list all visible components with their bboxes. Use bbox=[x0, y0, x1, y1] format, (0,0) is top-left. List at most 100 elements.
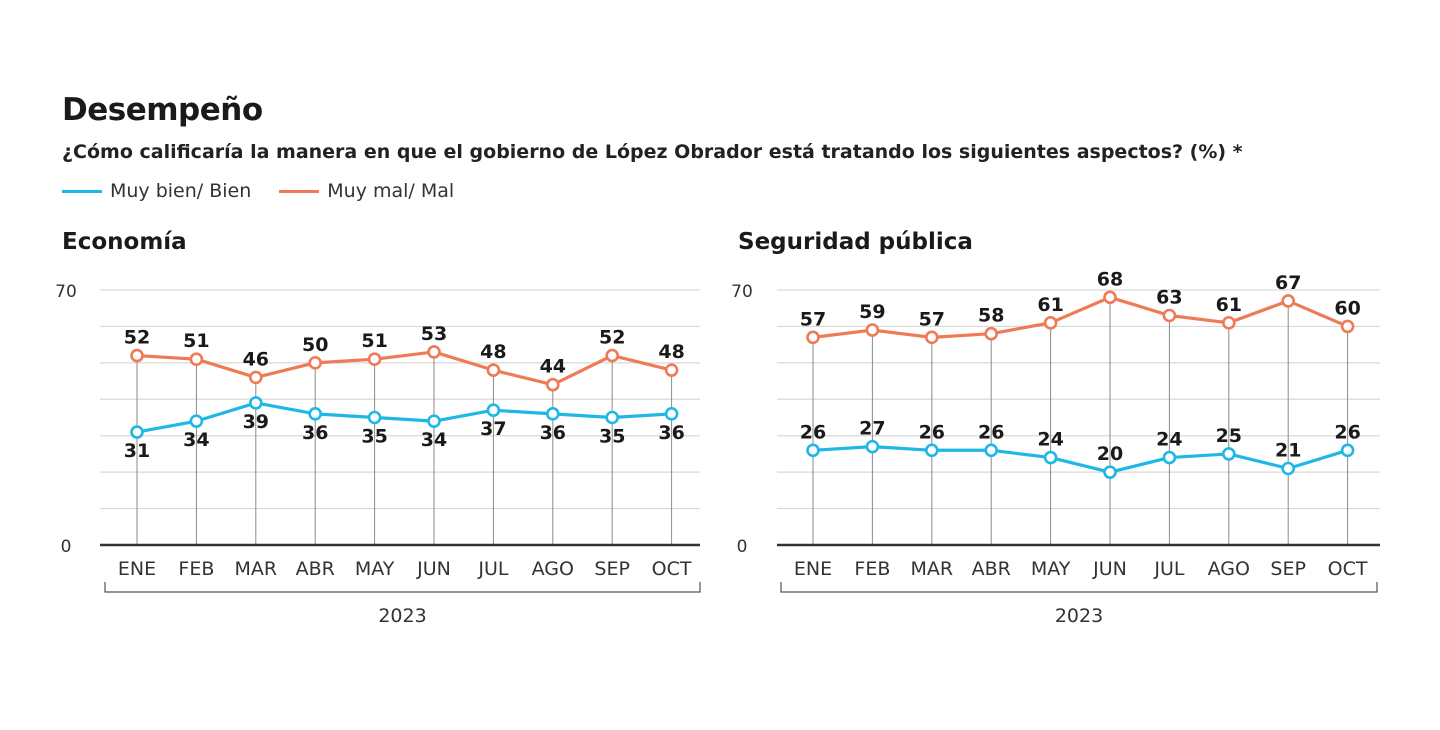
x-tick-label: MAR bbox=[911, 558, 954, 580]
data-label: 48 bbox=[480, 341, 506, 363]
data-label: 26 bbox=[978, 421, 1004, 443]
data-label: 61 bbox=[1216, 294, 1242, 316]
data-label: 48 bbox=[658, 341, 684, 363]
data-label: 67 bbox=[1275, 272, 1301, 294]
data-point bbox=[806, 330, 820, 345]
series-line bbox=[812, 295, 1349, 339]
data-point bbox=[806, 443, 820, 458]
data-label: 59 bbox=[859, 301, 885, 323]
data-point bbox=[605, 410, 620, 425]
data-point bbox=[605, 348, 620, 363]
x-tick-label: ABR bbox=[972, 558, 1011, 580]
data-label: 24 bbox=[1156, 429, 1182, 451]
x-tick-label: JUL bbox=[1153, 558, 1185, 580]
y-tick-label: 70 bbox=[731, 282, 753, 302]
data-label: 20 bbox=[1097, 443, 1123, 465]
data-point bbox=[664, 407, 679, 421]
data-label: 34 bbox=[421, 429, 447, 451]
data-point bbox=[130, 348, 144, 363]
data-point bbox=[427, 345, 441, 359]
x-tick-label: JUL bbox=[477, 558, 509, 580]
data-point bbox=[1340, 443, 1355, 458]
data-point bbox=[367, 410, 382, 425]
data-point bbox=[308, 407, 323, 421]
x-tick-label: AGO bbox=[532, 558, 574, 580]
legend-label-good: Muy bien/ Bien bbox=[110, 180, 252, 202]
data-label: 39 bbox=[243, 411, 269, 433]
chart-seguridad: 70 0 ENE FEB MAR ABR MAY JUN JUL AGO SEP OCT 2023 26 2… bbox=[731, 270, 1380, 627]
chart-economia: 70 0 ENE FEB MAR ABR MAY JUN JUL AGO SEP OCT 2023 31 3… bbox=[55, 282, 701, 627]
data-point bbox=[427, 414, 441, 428]
data-point bbox=[1221, 315, 1236, 330]
data-point bbox=[367, 352, 382, 367]
data-label: 51 bbox=[183, 330, 209, 352]
data-label: 50 bbox=[302, 334, 328, 356]
panel-title-seguridad: Seguridad pública bbox=[738, 229, 973, 255]
data-label: 68 bbox=[1097, 270, 1123, 290]
year-label: 2023 bbox=[1055, 605, 1103, 627]
x-tick-label: SEP bbox=[1270, 558, 1306, 580]
page-title: Desempeño bbox=[62, 92, 263, 128]
year-label: 2023 bbox=[378, 605, 426, 627]
data-label: 24 bbox=[1037, 429, 1063, 451]
data-label: 63 bbox=[1156, 287, 1182, 309]
data-point bbox=[189, 414, 204, 428]
data-point bbox=[308, 356, 323, 370]
legend-label-bad: Muy mal/ Mal bbox=[327, 180, 455, 202]
data-point bbox=[984, 443, 999, 458]
x-tick-label: MAY bbox=[355, 558, 395, 580]
data-label: 26 bbox=[800, 421, 826, 443]
data-label: 57 bbox=[800, 308, 826, 330]
data-label: 60 bbox=[1334, 297, 1360, 319]
x-tick-label: OCT bbox=[652, 558, 692, 580]
data-label: 44 bbox=[540, 356, 566, 378]
y-tick-label: 70 bbox=[55, 282, 77, 302]
data-point bbox=[1043, 315, 1058, 330]
data-label: 36 bbox=[302, 422, 328, 444]
data-label: 53 bbox=[421, 323, 447, 345]
data-point bbox=[1281, 294, 1296, 308]
data-point bbox=[1103, 290, 1117, 305]
series-line bbox=[136, 350, 672, 387]
x-tick-label: JUN bbox=[1092, 558, 1127, 580]
data-point bbox=[1281, 461, 1296, 476]
legend-item-good: Muy bien/ Bien bbox=[62, 180, 251, 202]
legend-swatch-good bbox=[62, 189, 102, 193]
x-tick-label: SEP bbox=[594, 558, 630, 580]
x-tick-label: ABR bbox=[296, 558, 335, 580]
data-point bbox=[545, 407, 560, 421]
legend-swatch-bad bbox=[279, 189, 320, 193]
x-tick-label: FEB bbox=[178, 558, 214, 580]
data-point bbox=[865, 439, 880, 454]
x-tick-label: MAR bbox=[235, 558, 278, 580]
data-label: 37 bbox=[480, 418, 506, 440]
data-point bbox=[249, 396, 263, 410]
data-label: 35 bbox=[599, 426, 625, 448]
x-tick-label: FEB bbox=[854, 558, 890, 580]
data-label: 52 bbox=[124, 327, 150, 349]
series-line bbox=[136, 401, 672, 434]
data-label: 61 bbox=[1037, 294, 1063, 316]
data-point bbox=[865, 323, 880, 337]
data-label: 58 bbox=[978, 305, 1004, 327]
data-label: 52 bbox=[599, 327, 625, 349]
data-point bbox=[249, 370, 263, 385]
x-tick-label: ENE bbox=[118, 558, 156, 580]
panel-title-economia: Economía bbox=[62, 229, 187, 255]
x-tick-label: OCT bbox=[1328, 558, 1368, 580]
series-line bbox=[812, 445, 1349, 474]
data-point bbox=[925, 443, 939, 458]
legend-item-bad: Muy mal/ Mal bbox=[279, 180, 454, 202]
data-point bbox=[545, 377, 560, 392]
data-point bbox=[1103, 465, 1117, 479]
data-label: 36 bbox=[658, 422, 684, 444]
data-label: 26 bbox=[1334, 421, 1360, 443]
data-label: 26 bbox=[919, 421, 945, 443]
x-tick-label: MAY bbox=[1031, 558, 1071, 580]
data-point bbox=[1043, 450, 1058, 465]
data-point bbox=[1162, 308, 1177, 323]
data-label: 36 bbox=[540, 422, 566, 444]
data-point bbox=[189, 352, 204, 367]
y-tick-label: 0 bbox=[737, 537, 748, 557]
data-point bbox=[486, 363, 501, 377]
